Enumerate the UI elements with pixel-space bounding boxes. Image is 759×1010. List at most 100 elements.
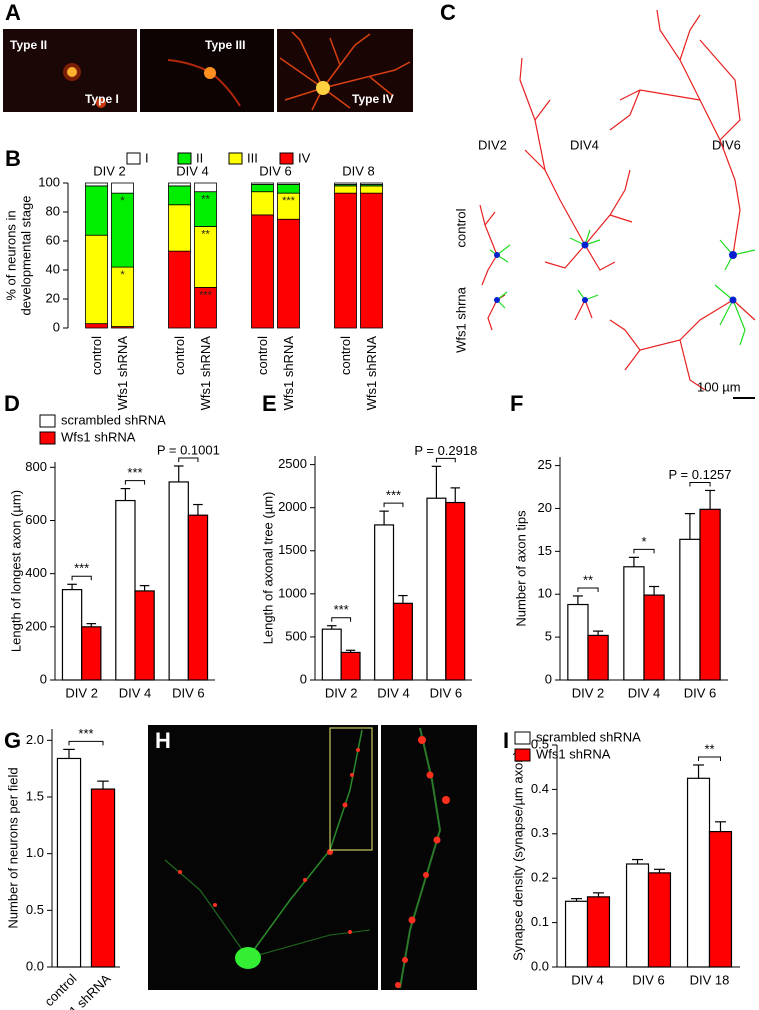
comparison-label: *** [78,726,93,741]
puncta [178,748,360,934]
significance: * [120,269,125,281]
y-axis-label: Number of axon tips [513,510,528,627]
comparison-label: P = 0.1257 [668,467,731,482]
bar-segment [334,192,357,329]
comparison-bracket [698,756,721,761]
bar-segment [251,191,274,216]
neurite [247,929,371,959]
bar-segment [360,192,383,329]
x-tick-label: DIV 4 [377,685,410,700]
y-axis-label: Synapse density (synapse/µm axon) [510,751,525,961]
panel-letter: A [5,0,21,25]
bar [56,757,82,968]
panel-letter: H [155,728,171,753]
comparison-bracket [577,587,599,592]
y-axis-label: Number of neurons per field [5,767,20,928]
comparison-bracket [383,502,404,508]
y-tick-label: 0 [53,319,60,334]
x-tick-label: Wfs1 shRNA [281,336,296,411]
bar [625,863,650,968]
y-tick-label: 0.2 [531,870,549,885]
significance: ** [201,194,210,206]
cell [316,81,330,95]
comparison-label: P = 0.2918 [414,443,477,458]
image-label: Type III [205,38,245,52]
legend-swatch [39,414,56,428]
comparison-bracket [124,480,146,485]
x-tick-label: control [255,336,270,375]
bar [587,634,609,681]
bar-segment [277,218,300,329]
comparison-bracket [71,575,92,581]
panel-letter: F [510,391,523,416]
y-tick-label: 1.0 [26,845,44,860]
bar-segment [277,184,300,194]
y-tick-label: 1500 [278,542,307,557]
bar [134,590,155,681]
bar-segment [85,185,108,236]
y-tick-label: 1000 [278,585,307,600]
bar-segment [168,185,191,206]
comparison-bracket [178,457,199,462]
row-label: control [453,208,468,247]
y-tick-label: 0.0 [531,958,549,973]
bar [321,628,342,681]
significance: *** [282,195,296,207]
bar-segment [251,214,274,329]
bar [643,594,665,681]
comparison-bracket [633,548,655,554]
bar [187,514,209,681]
soma [235,947,261,969]
y-tick-label: 2000 [278,499,307,514]
bar [426,497,447,681]
panel-letter: G [4,728,21,753]
bar-segment [85,234,108,325]
axon-tracing [479,9,756,391]
x-tick-label: DIV 2 [65,685,98,700]
x-tick-label: control [172,336,187,375]
group-label: DIV 6 [259,163,292,178]
y-tick-label: 5 [545,629,552,644]
panel-h: H [148,725,477,990]
comparison-label: ** [583,572,593,587]
legend-swatch [177,152,192,165]
legend-label: Wfs1 shRNA [536,746,611,761]
y-axis-label: developmental stage [18,196,33,316]
bar-segment [168,204,191,252]
y-axis-label: % of neurons in [3,210,18,300]
y-tick-label: 0.1 [531,914,549,929]
x-tick-label: DIV 18 [690,972,730,987]
y-tick-label: 0 [545,671,552,686]
y-tick-label: 40 [46,261,60,276]
x-tick-label: DIV 2 [325,685,358,700]
bar [567,603,589,681]
column-label: DIV2 [478,137,507,152]
legend-swatch [39,431,56,445]
bar-segment [168,182,191,187]
y-tick-label: 0.5 [26,902,44,917]
y-tick-label: 100 [38,174,60,189]
legend-swatch [228,152,243,165]
bar [686,777,711,968]
significance: *** [199,289,213,301]
bar [708,830,733,968]
x-tick-label: DIV 6 [632,972,665,987]
legend-label: III [247,150,258,165]
panel-letter: E [262,391,277,416]
panel-c: C DIV2 DIV4 DIV6 control Wfs1 shrna [440,0,756,399]
comparison-label: P = 0.1001 [157,442,220,457]
x-tick-label: DIV 4 [119,685,152,700]
y-tick-label: 0.4 [531,781,549,796]
panel-a: A Type II Type I Type III Type IV [3,0,413,112]
legend-swatch [514,748,531,762]
x-tick-label: DIV 6 [172,685,205,700]
soma-markers [494,241,737,304]
row-label: Wfs1 shrna [453,286,468,353]
panel-letter: C [440,0,456,25]
y-tick-label: 400 [25,565,47,580]
legend-swatch [126,152,141,165]
bar-segment [251,184,274,193]
bar [623,566,645,681]
legend-swatch [279,152,294,165]
